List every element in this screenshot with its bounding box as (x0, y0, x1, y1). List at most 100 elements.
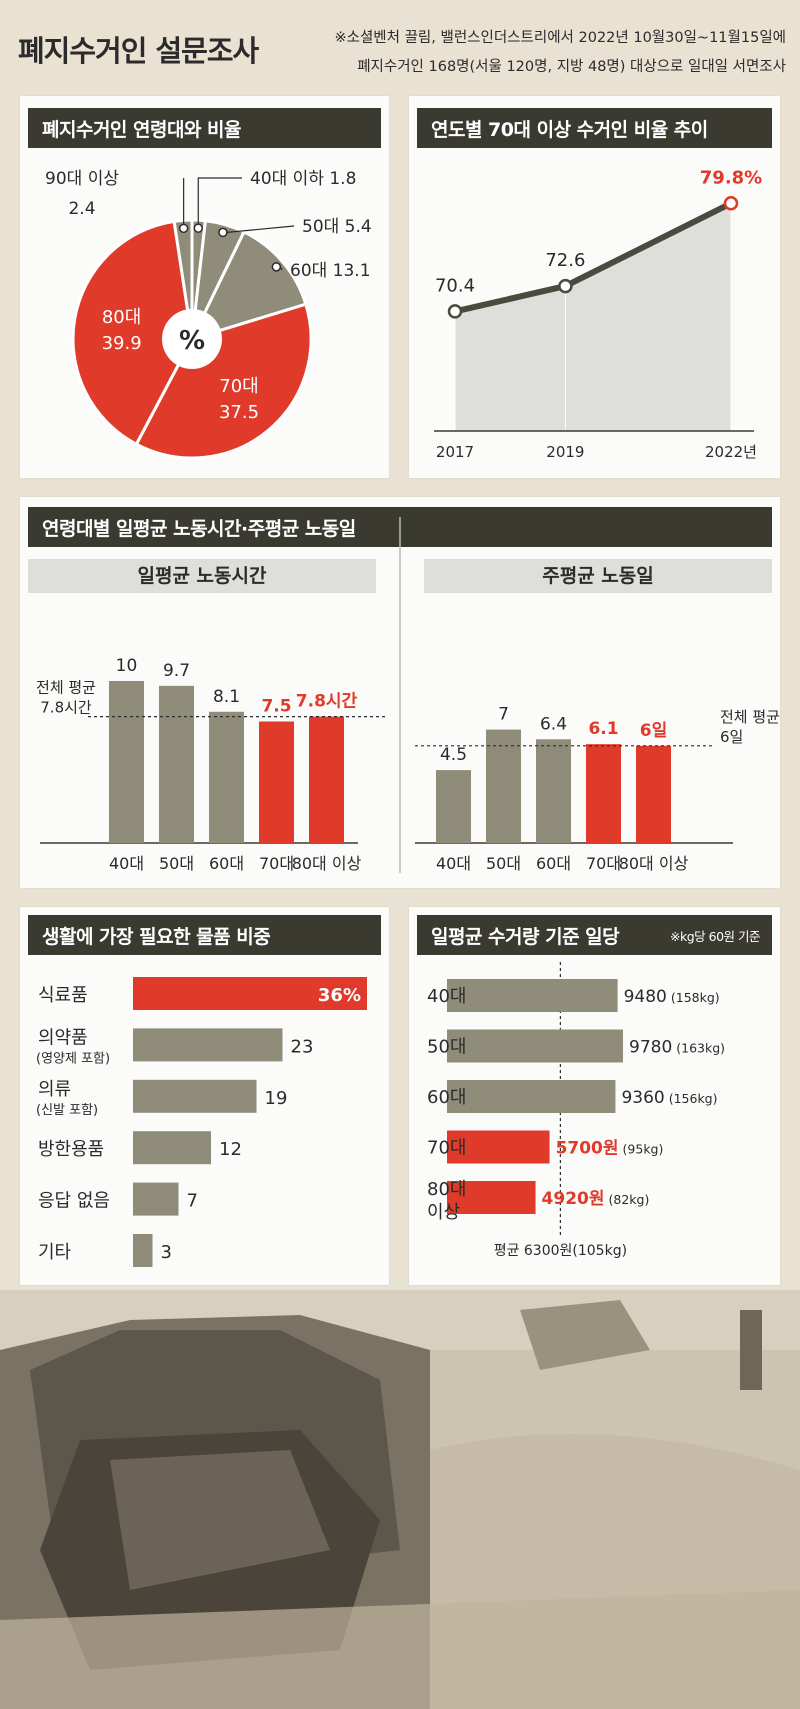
hours-bar (259, 721, 294, 843)
age-share-pie-chart: % 40대 이하 1.8 50대 5.4 60대 13.1 90대 이상 2.4 70대 37… (45, 169, 372, 460)
pie-slice-label: 60대 13.1 (290, 261, 371, 281)
pie-slice (71, 219, 194, 447)
wage-value-label: 4920원 (542, 1189, 605, 1209)
line-value-label: 72.6 (545, 250, 585, 271)
needs-bar (133, 1234, 153, 1267)
wage-bar-chart: 40대 9480 (158kg) 50대 9780 (163kg) 60대 9360 (156k… (427, 962, 725, 1259)
hours-bar (159, 685, 194, 843)
hours-tick-label: 50대 (159, 854, 194, 873)
needs-item-sublabel: (영양제 포함) (36, 1051, 110, 1066)
wage-kg-label: (163kg) (676, 1041, 725, 1056)
days-bar (536, 739, 571, 843)
days-value-label: 6일 (640, 721, 667, 741)
needs-bar-chart: 36% 식료품 23 의약품 (영양제 포함) 19 의류 (신발 포함) 12 방한용품 7 응답 … (36, 977, 367, 1267)
wage-bar (447, 1130, 550, 1164)
needs-value-label: 3 (161, 1242, 172, 1263)
wage-value-label: 9780 (629, 1038, 672, 1058)
wage-category-label2: 이상 (427, 1202, 460, 1223)
wage-value-label: 9480 (624, 987, 667, 1007)
line-tick-label: 2019 (546, 443, 584, 461)
survey-note: ※소셜벤처 끌림, 밸런스인더스트리에서 2022년 10월30일~11월15일… (316, 24, 786, 82)
hours-tick-label: 60대 (209, 854, 244, 873)
needs-value-label: 7 (187, 1191, 198, 1212)
days-tick-label: 40대 (436, 854, 471, 873)
line-tick-label: 2017 (436, 443, 474, 461)
hours-bar (309, 716, 344, 843)
wage-category-label: 70대 (427, 1138, 466, 1159)
needs-item-label: 의류 (38, 1079, 71, 1100)
wage-title-text: 일평균 수거량 기준 일당 (431, 925, 620, 948)
days-subtitle: 주평균 노동일 (424, 559, 772, 593)
needs-bar (133, 1079, 257, 1113)
line-area (455, 203, 731, 431)
pie-slice-label: 90대 이상 (45, 169, 119, 189)
days-tick-label: 70대 (586, 854, 621, 873)
line-value-label: 79.8% (700, 167, 762, 188)
line-value-label: 70.4 (435, 275, 475, 296)
wage-value-label: 5700원 (556, 1139, 619, 1159)
wage-bar (447, 1080, 616, 1113)
page-title: 폐지수거인 설문조사 (18, 34, 259, 68)
needs-item-label: 식료품 (38, 985, 88, 1006)
wage-average-label: 평균 6300원(105kg) (494, 1243, 627, 1259)
hours-value-label: 7.5 (261, 697, 291, 717)
hours-value-label: 10 (116, 656, 138, 676)
pie-slice-value: 2.4 (68, 199, 95, 219)
wage-kg-label: (82kg) (609, 1192, 650, 1207)
survey-note-line1: ※소셜벤처 끌림, 밸런스인더스트리에서 2022년 10월30일~11월15일… (334, 30, 786, 46)
labor-panel: 연령대별 일평균 노동시간·주평균 노동일 일평균 노동시간 주평균 노동일 1… (20, 497, 780, 888)
days-average-value: 6일 (720, 728, 743, 746)
age-share-panel: 폐지수거인 연령대와 비율 % 40대 이하 1.8 50대 5.4 60대 13.1… (20, 96, 389, 478)
trend-panel: 연도별 70대 이상 수거인 비율 추이 70.4 2017 72.6 2019 79.… (409, 96, 780, 478)
wage-note: ※kg당 60원 기준 (670, 928, 761, 944)
needs-bar (133, 1131, 211, 1165)
pie-slice (172, 218, 194, 340)
needs-value-label: 19 (265, 1088, 288, 1109)
pie-leader-line (226, 225, 295, 233)
needs-item-label: 의약품 (38, 1027, 88, 1048)
needs-item-label: 응답 없음 (38, 1191, 110, 1212)
age-share-title: 폐지수거인 연령대와 비율 (28, 108, 381, 148)
pie-leader-dot (178, 223, 189, 234)
wage-title: 일평균 수거량 기준 일당 ※kg당 60원 기준 (417, 915, 772, 955)
wage-category-label: 80대 (427, 1179, 466, 1200)
days-bar (636, 745, 671, 843)
days-value-label: 4.5 (440, 745, 467, 765)
needs-panel: 생활에 가장 필요한 물품 비중 36% 식료품 23 의약품 (영양제 포함) 19 의류… (20, 907, 389, 1285)
line-point (447, 304, 463, 319)
wage-bar (447, 1181, 536, 1214)
days-tick-label: 80대 이상 (619, 854, 689, 873)
pie-leader-dot (271, 262, 282, 272)
pie-center (162, 309, 222, 369)
line-point (723, 196, 739, 211)
days-average-label: 전체 평균 (720, 708, 780, 726)
pie-slice-label: 50대 5.4 (302, 217, 372, 237)
hours-average-label: 전체 평균 (36, 679, 96, 697)
needs-title: 생활에 가장 필요한 물품 비중 (28, 915, 381, 955)
line-point (558, 278, 573, 294)
pie-leader-line (197, 177, 242, 225)
hours-bar (209, 711, 244, 843)
hours-value-label: 8.1 (213, 687, 240, 707)
days-bar (486, 729, 521, 843)
pie-center-label: % (179, 326, 205, 356)
needs-item-sublabel: (신발 포함) (36, 1103, 98, 1118)
days-value-label: 6.1 (588, 719, 618, 739)
pie-slice-value: 39.9 (102, 333, 142, 354)
hours-value-label: 9.7 (163, 661, 190, 681)
pie-slice (134, 302, 313, 460)
days-value-label: 7 (498, 705, 509, 725)
days-bar (436, 770, 471, 843)
days-bar (586, 744, 621, 843)
wage-bar (447, 979, 618, 1012)
hours-value-label: 7.8시간 (296, 692, 358, 712)
line-tick-label: 2022년 (705, 443, 757, 461)
pie-slice-label: 40대 이하 1.8 (250, 169, 356, 189)
needs-value-label: 23 (291, 1036, 314, 1057)
wage-category-label: 50대 (427, 1037, 466, 1058)
needs-bar (133, 977, 367, 1010)
needs-value-label: 36% (318, 985, 361, 1006)
days-tick-label: 50대 (486, 854, 521, 873)
background-photo (0, 1290, 800, 1709)
wage-kg-label: (158kg) (671, 990, 720, 1005)
